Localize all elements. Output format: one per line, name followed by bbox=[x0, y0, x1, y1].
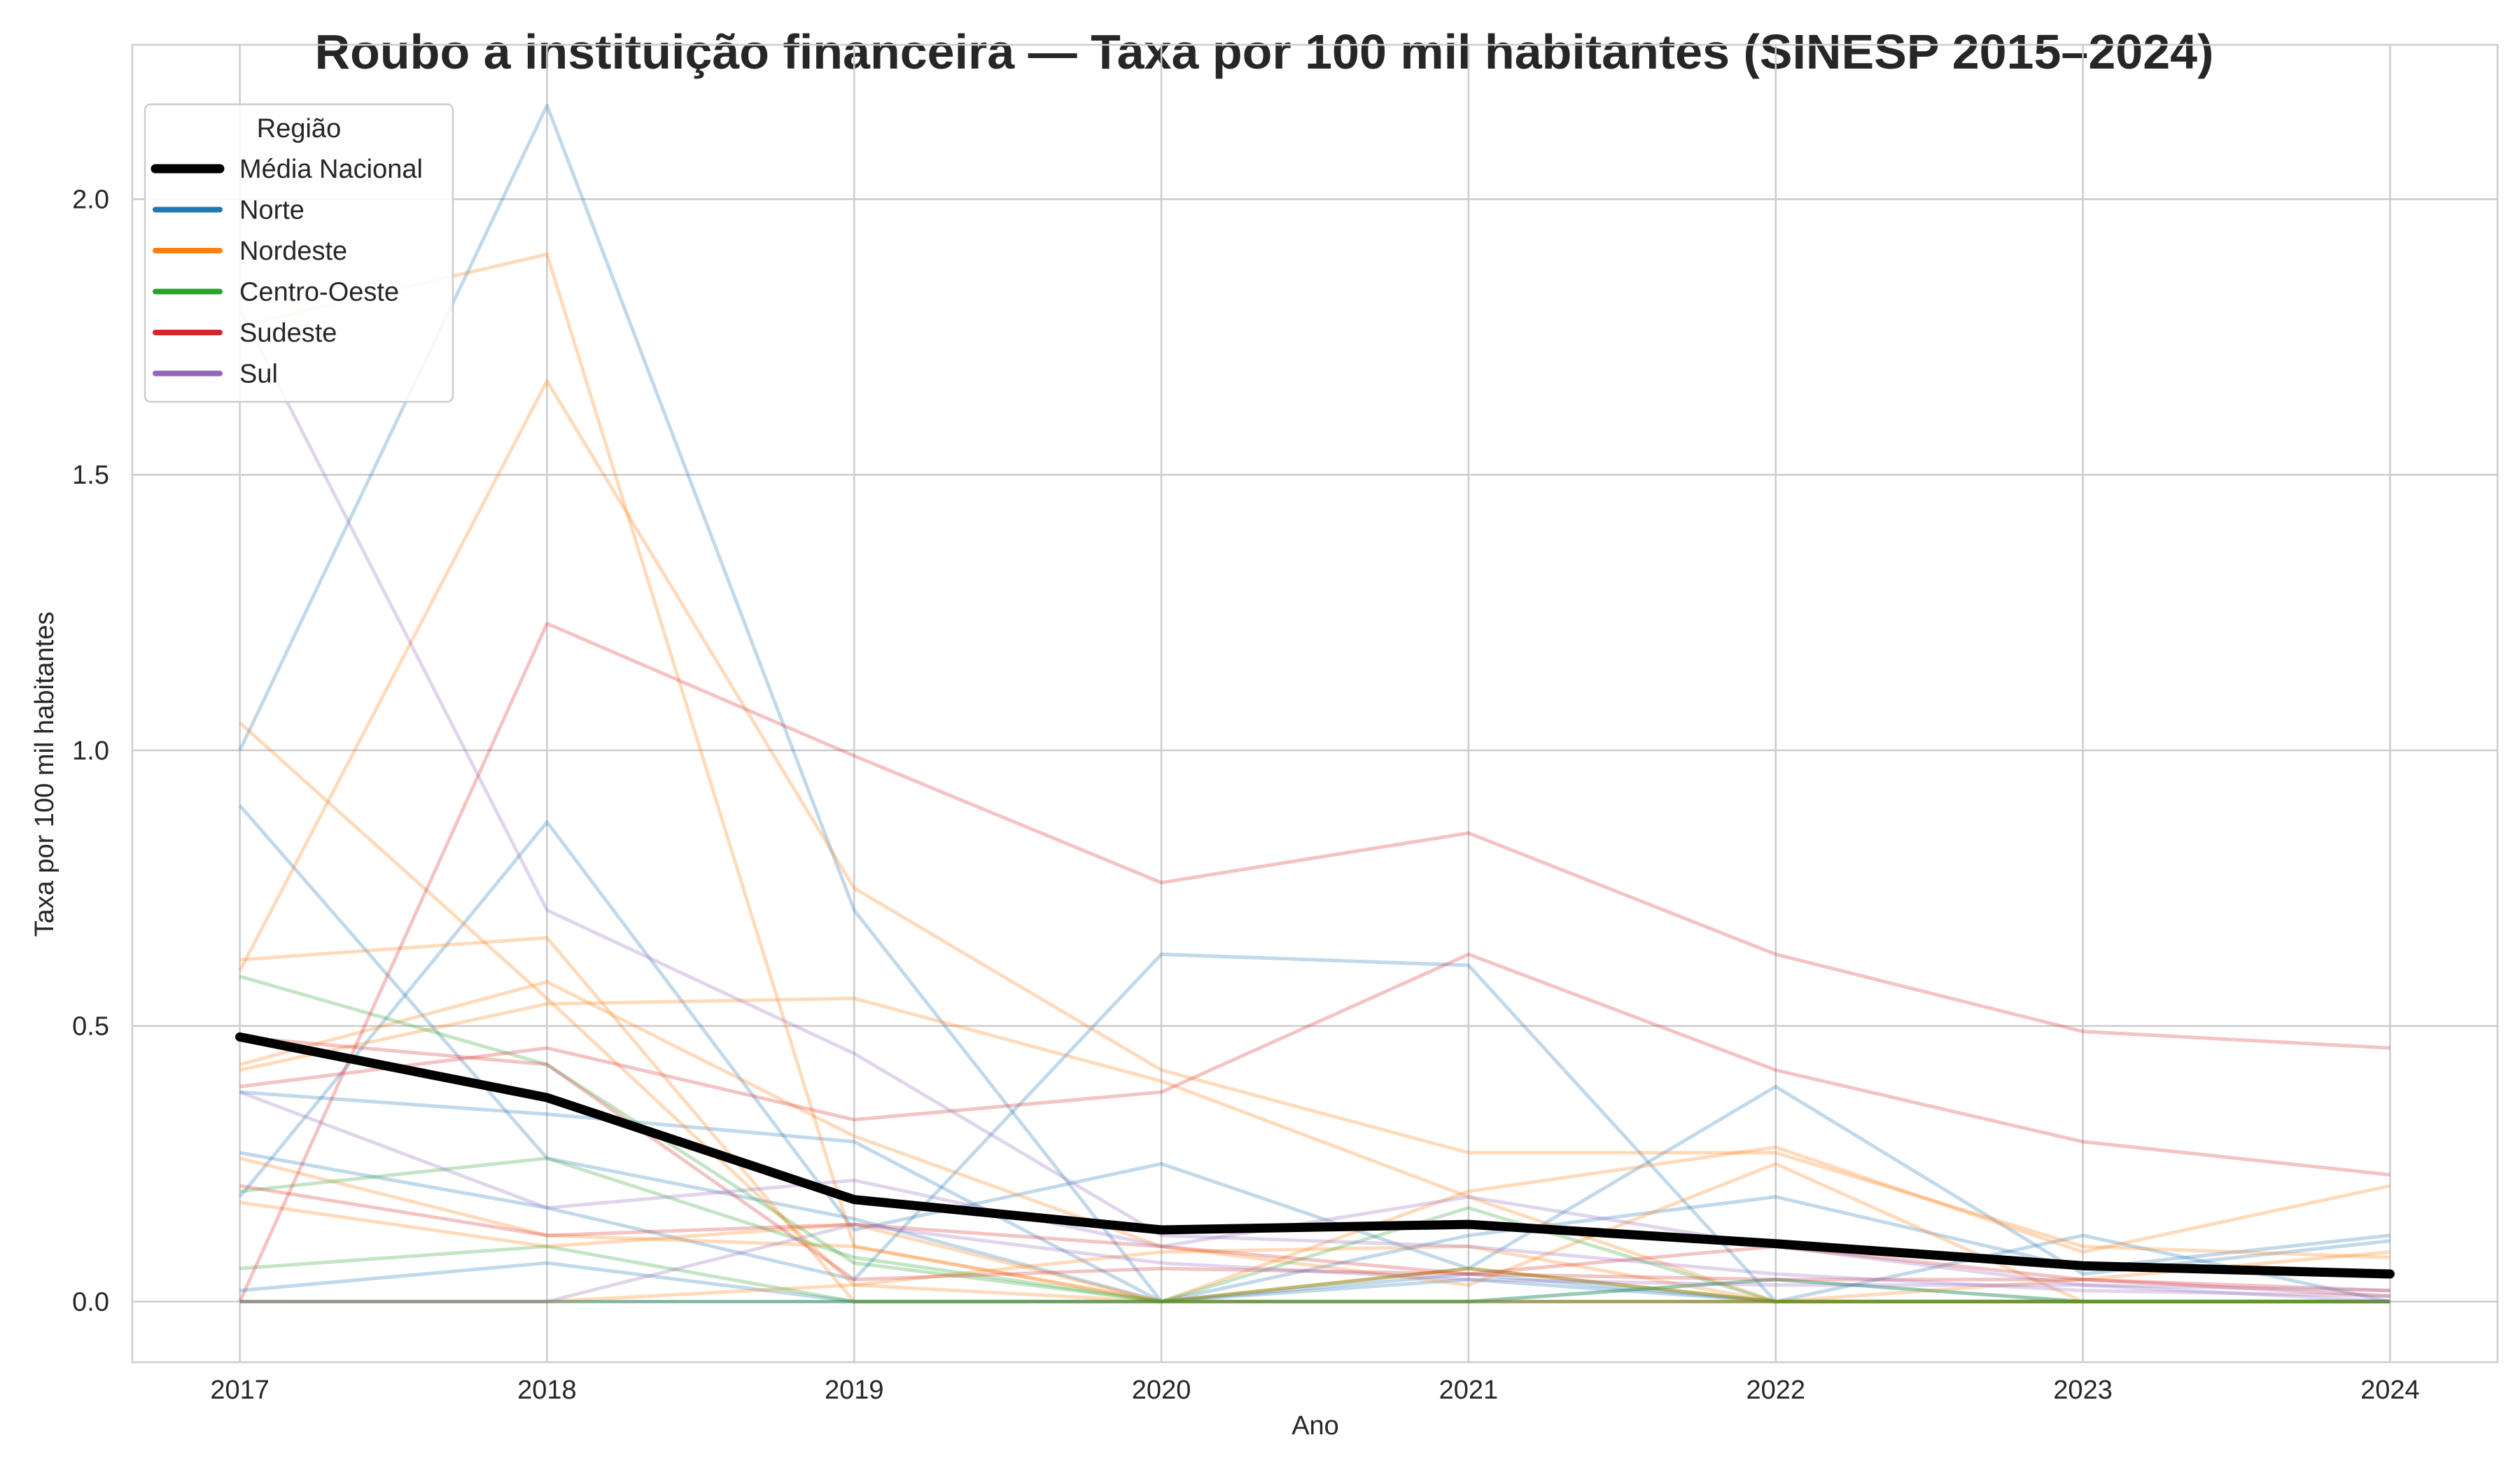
series-line-norte bbox=[238, 804, 2390, 1303]
x-tick-label: 2017 bbox=[210, 1376, 270, 1405]
grid-lines bbox=[132, 45, 2498, 1362]
series-line-sudeste bbox=[239, 1184, 2390, 1293]
series-line-nordeste bbox=[239, 996, 2390, 1303]
x-tick-label: 2024 bbox=[2360, 1376, 2420, 1405]
series-line-nordeste bbox=[238, 379, 2390, 1259]
legend-entries: Média Nacional Norte Nordeste Centro-Oeste S… bbox=[150, 155, 423, 389]
national-average-line-group bbox=[235, 1032, 2395, 1279]
region-series-lines bbox=[238, 104, 2390, 1303]
series-line-sudeste bbox=[239, 952, 2390, 1177]
series-line-nordeste bbox=[239, 1200, 2390, 1303]
x-tick-label: 2022 bbox=[1746, 1376, 1805, 1405]
x-axis-label: Ano bbox=[1292, 1411, 1339, 1441]
series-line-nordeste bbox=[239, 252, 2390, 1303]
y-tick-label: 1.0 bbox=[72, 736, 109, 766]
series-line-norte bbox=[239, 1195, 2390, 1303]
series-line-sudeste bbox=[238, 622, 2390, 1303]
x-tick-label: 2020 bbox=[1132, 1376, 1191, 1405]
series-line-norte bbox=[239, 952, 2390, 1303]
x-tick-label: 2023 bbox=[2053, 1376, 2113, 1405]
y-tick-label: 1.5 bbox=[72, 461, 109, 490]
series-line-sudeste bbox=[239, 1035, 2390, 1298]
legend-label-norte: Norte bbox=[239, 196, 304, 225]
y-tick-label: 2.0 bbox=[72, 185, 109, 214]
legend-label-centro-oeste: Centro-Oeste bbox=[239, 278, 399, 307]
legend-label-media-nacional: Média Nacional bbox=[239, 155, 423, 184]
y-axis-label: Taxa por 100 mil habitantes bbox=[30, 612, 59, 937]
series-line-nordeste bbox=[239, 936, 2390, 1303]
series-line-sul bbox=[239, 1222, 2390, 1303]
legend-label-sudeste: Sudeste bbox=[239, 318, 337, 348]
legend-label-nordeste: Nordeste bbox=[239, 237, 347, 266]
x-axis-ticks: 2017 2018 2019 2020 2021 2022 2023 2024 bbox=[210, 1376, 2419, 1405]
x-tick-label: 2021 bbox=[1439, 1376, 1499, 1405]
series-line-nordeste bbox=[239, 980, 2390, 1303]
legend-box bbox=[144, 103, 454, 403]
series-line-centro-oeste bbox=[239, 1156, 2390, 1303]
series-line-centro-oeste bbox=[239, 974, 2390, 1303]
y-axis-ticks: 0.0 0.5 1.0 1.5 2.0 bbox=[72, 185, 109, 1317]
legend-title: Região bbox=[257, 114, 341, 144]
chart-title: Roubo a instituição financeira — Taxa po… bbox=[315, 24, 2214, 79]
series-line-nordeste bbox=[239, 1156, 2390, 1303]
series-line-sul bbox=[238, 308, 2390, 1298]
series-line-norte bbox=[238, 820, 2390, 1276]
legend-label-sul: Sul bbox=[239, 360, 278, 389]
series-line-norte bbox=[239, 1278, 2390, 1303]
y-tick-label: 0.0 bbox=[72, 1287, 109, 1317]
x-tick-label: 2019 bbox=[825, 1376, 884, 1405]
series-line-norte bbox=[238, 104, 2390, 1303]
y-tick-label: 0.5 bbox=[72, 1012, 109, 1042]
national-average-line bbox=[235, 1032, 2395, 1279]
x-tick-label: 2018 bbox=[517, 1376, 577, 1405]
legend: Região Média Nacional Norte Nordeste Centro… bbox=[144, 103, 454, 403]
plot-area bbox=[131, 43, 2499, 1364]
plot-border bbox=[131, 43, 2499, 1364]
series-line-nordeste bbox=[239, 1245, 2390, 1303]
series-line-nordeste bbox=[238, 721, 2390, 1303]
series-line-centro-oeste bbox=[239, 1245, 2390, 1303]
series-line-sul bbox=[239, 1090, 2390, 1293]
